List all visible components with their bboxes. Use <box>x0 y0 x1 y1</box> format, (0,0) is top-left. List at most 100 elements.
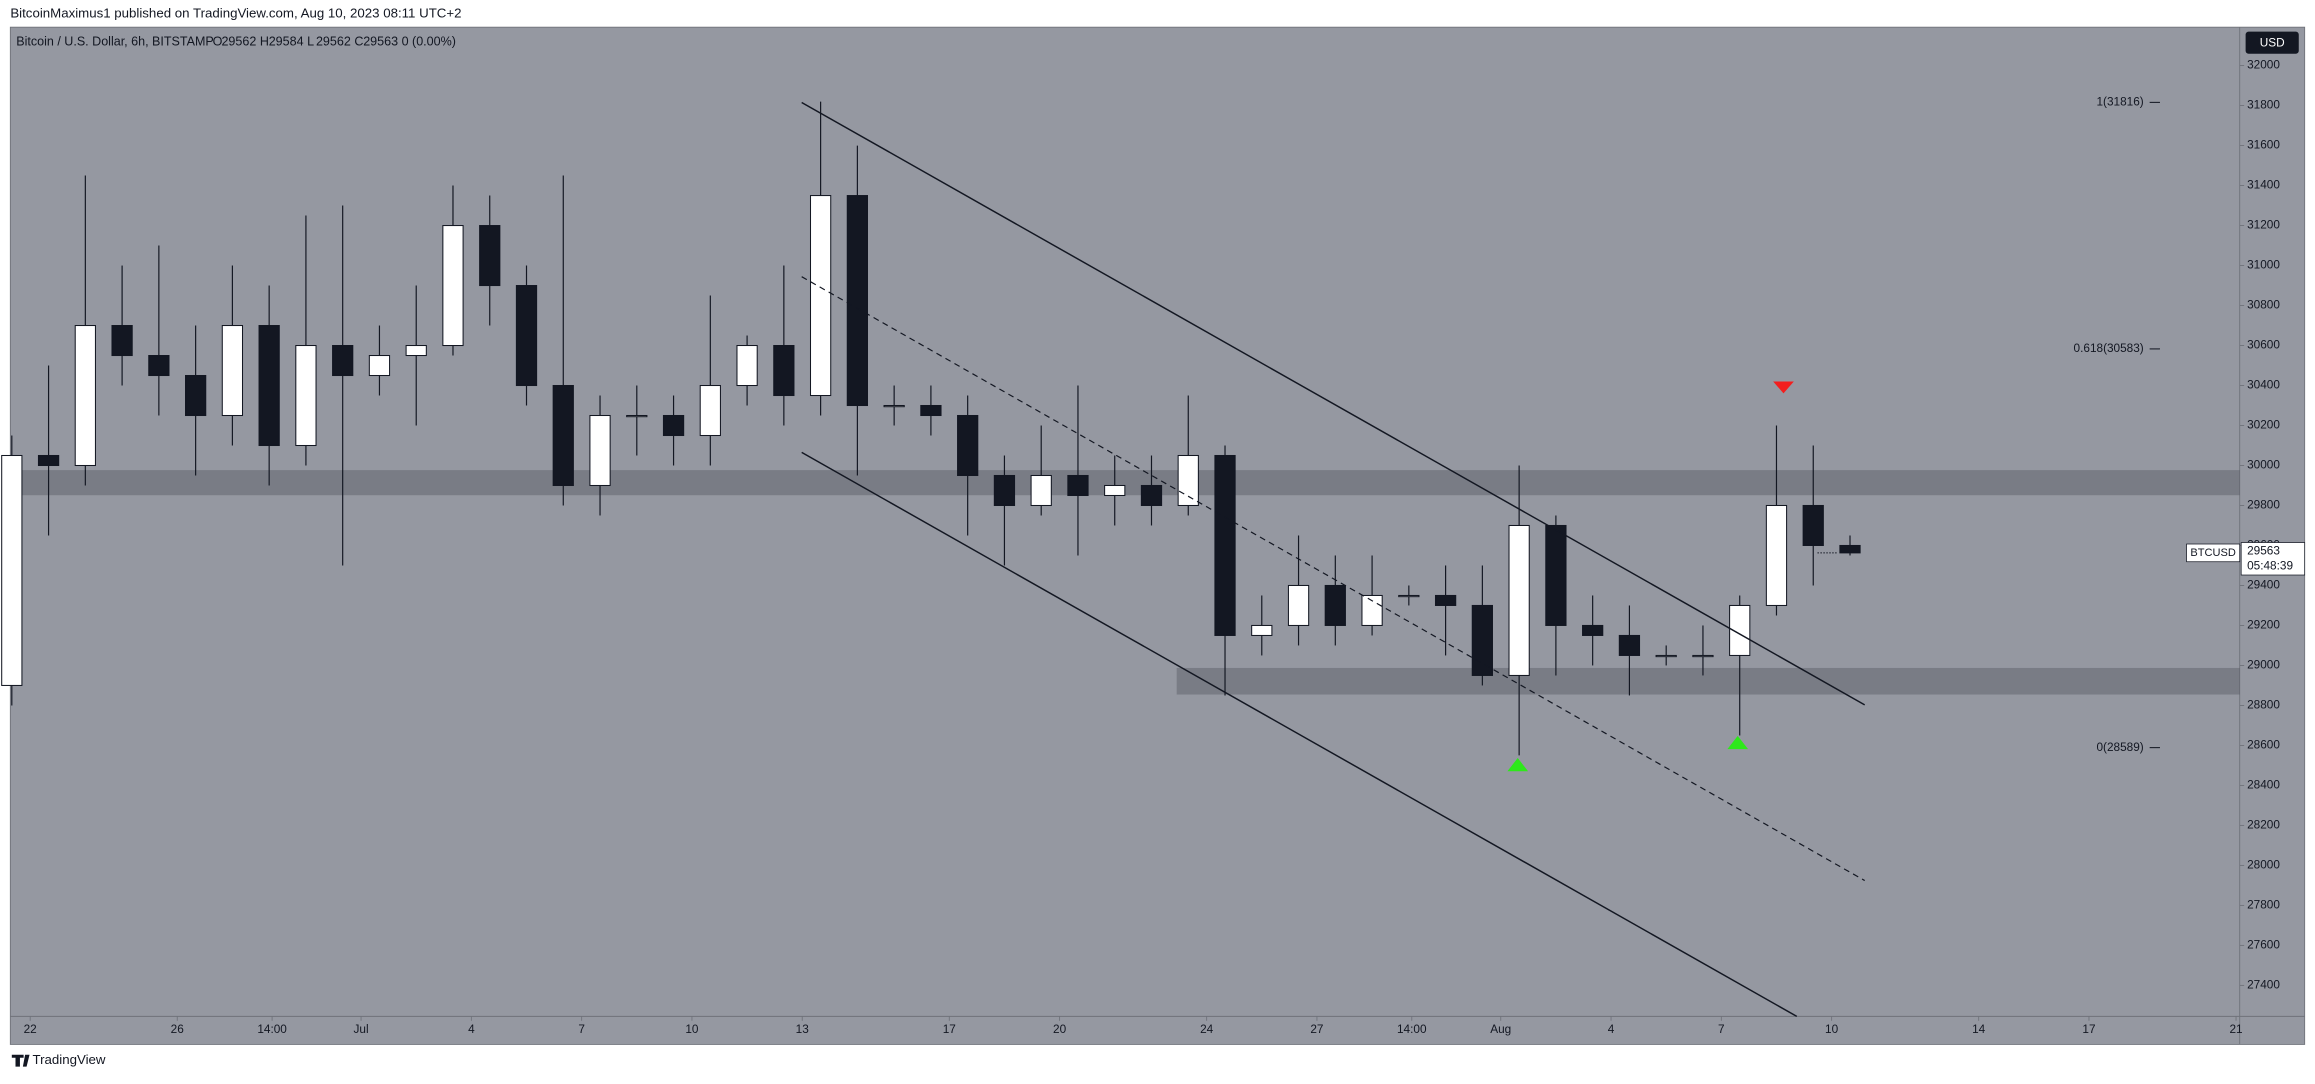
y-tick-label: 30600 <box>2247 338 2280 352</box>
candle-body <box>1582 624 1604 636</box>
channel-upper <box>801 101 1866 706</box>
candle-body <box>37 454 60 467</box>
annotations <box>801 101 1866 1018</box>
legend-change: 0 (0.00%) <box>402 34 456 48</box>
candle-body <box>368 355 391 377</box>
symbol-label: BTCUSD <box>2190 547 2235 559</box>
y-tick-label: 29000 <box>2247 658 2280 672</box>
legend-key: C <box>354 34 363 48</box>
symbol-tag <box>2186 543 2241 563</box>
candle-body <box>1508 524 1530 676</box>
brand: TradingView <box>32 1052 105 1067</box>
candle-body <box>1324 584 1346 626</box>
channel-middle <box>801 276 1865 882</box>
currency-button[interactable] <box>2245 31 2299 54</box>
x-tick-label: Jul <box>354 1022 369 1036</box>
candle-body <box>1692 654 1714 658</box>
legend-key: H <box>260 34 269 48</box>
ohlc-legend: O 29562 H 29584 L 29562 C 29563 0 (0.00%) <box>213 34 456 48</box>
candle-body <box>1251 624 1273 636</box>
candle-body <box>1434 594 1457 606</box>
x-tick-label: 10 <box>1825 1022 1839 1036</box>
candle-body <box>809 195 832 397</box>
green-arrow <box>1507 758 1529 772</box>
y-tick-label: 31400 <box>2247 178 2280 192</box>
y-tick-label: 31200 <box>2247 218 2280 232</box>
x-tick-label: 20 <box>1053 1022 1067 1036</box>
candle-body <box>883 404 905 408</box>
symbol-title: Bitcoin / U.S. Dollar, 6h, BITSTAMP <box>16 34 214 48</box>
candle-body <box>258 325 280 447</box>
candle-body <box>1545 524 1567 626</box>
candle-body <box>1177 454 1199 507</box>
legend-value: 29584 <box>269 34 304 48</box>
red-arrow <box>1773 381 1794 394</box>
y-tick-label: 28400 <box>2247 778 2280 792</box>
x-tick-label: 24 <box>1200 1022 1214 1036</box>
green-arrow <box>1727 735 1749 750</box>
x-tick-label: 14:00 <box>1397 1022 1427 1036</box>
candle-body <box>1839 544 1861 554</box>
x-tick-label: 7 <box>1718 1022 1725 1036</box>
y-tick-label: 29400 <box>2247 578 2280 592</box>
x-tick-label: 22 <box>24 1022 37 1036</box>
x-tick-label: 21 <box>2229 1022 2242 1036</box>
legend-value: 29562 <box>221 34 256 48</box>
y-tick-label: 28600 <box>2247 738 2280 752</box>
candle-body <box>74 325 96 467</box>
y-tick-label: 31000 <box>2247 258 2280 272</box>
candle-body <box>1214 454 1236 636</box>
candle-body <box>221 325 244 417</box>
candle-body <box>1104 484 1126 497</box>
candle-body <box>773 345 795 397</box>
y-tick-label: 30400 <box>2247 378 2280 392</box>
y-tick-label: 30800 <box>2247 298 2280 312</box>
candle-body <box>1140 484 1163 507</box>
x-tick-label: 17 <box>943 1022 956 1036</box>
candle-body <box>846 195 869 407</box>
chart-background <box>9 26 2306 1045</box>
candle-body <box>185 374 207 417</box>
fib-label: 1(31816) <box>2097 94 2144 108</box>
x-tick-label: 14 <box>1972 1022 1986 1036</box>
published-note: BitcoinMaximus1 published on TradingView… <box>10 5 461 20</box>
support-zone <box>1176 667 2240 695</box>
candle-body <box>662 414 685 437</box>
x-tick-label: 27 <box>1310 1022 1323 1036</box>
candle-body <box>1067 474 1089 497</box>
y-tick-label: 29200 <box>2247 618 2280 632</box>
legend-value: 29562 <box>316 34 351 48</box>
x-tick-label: 13 <box>796 1022 810 1036</box>
fib-label: 0(28589) <box>2097 740 2144 754</box>
candle-body <box>515 285 538 387</box>
channel-lower <box>801 451 1798 1018</box>
y-tick-label: 27800 <box>2247 898 2280 912</box>
x-tick-label: 4 <box>468 1022 475 1036</box>
candle-body <box>1030 474 1052 507</box>
y-tick-label: 28200 <box>2247 818 2280 832</box>
candle-body <box>699 384 721 437</box>
y-tick-label: 32000 <box>2247 58 2280 72</box>
y-tick-label: 30200 <box>2247 418 2280 432</box>
candle-body <box>405 345 427 357</box>
price-tag-value: 29563 <box>2247 544 2280 558</box>
candle-body <box>589 414 611 487</box>
candle-body <box>626 414 648 418</box>
candle-body <box>1361 594 1383 626</box>
y-tick-label: 27600 <box>2247 938 2280 952</box>
candle-body <box>1655 654 1677 658</box>
x-tick-label: 17 <box>2082 1022 2095 1036</box>
x-tick-label: 4 <box>1608 1022 1615 1036</box>
y-tick-label: 29800 <box>2247 498 2280 512</box>
resistance-zone <box>11 470 2240 496</box>
legend-value: 29563 <box>363 34 398 48</box>
y-tick-label: 28800 <box>2247 698 2280 712</box>
price-tag <box>2240 542 2306 576</box>
candle-body <box>552 384 574 487</box>
candle-body <box>736 345 758 387</box>
legend-key: O <box>213 34 223 48</box>
x-tick-label: 14:00 <box>257 1022 287 1036</box>
x-tick-label: Aug <box>1490 1022 1511 1036</box>
candle-body <box>1618 634 1641 656</box>
